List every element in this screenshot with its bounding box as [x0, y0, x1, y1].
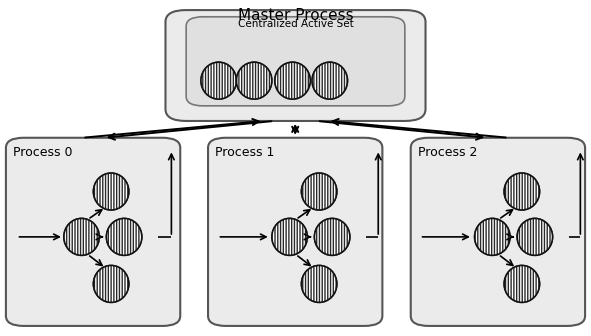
Ellipse shape [517, 218, 553, 255]
Ellipse shape [106, 218, 142, 255]
FancyBboxPatch shape [6, 138, 180, 326]
FancyBboxPatch shape [186, 17, 405, 106]
Ellipse shape [301, 173, 337, 210]
Ellipse shape [504, 265, 540, 302]
Text: Process 0: Process 0 [13, 146, 73, 159]
Text: Process 1: Process 1 [215, 146, 274, 159]
Ellipse shape [275, 62, 310, 99]
Ellipse shape [312, 62, 348, 99]
Text: Master Process: Master Process [238, 8, 353, 24]
Ellipse shape [93, 265, 129, 302]
Ellipse shape [93, 173, 129, 210]
FancyBboxPatch shape [208, 138, 382, 326]
Ellipse shape [475, 218, 510, 255]
Ellipse shape [504, 173, 540, 210]
Ellipse shape [272, 218, 307, 255]
Ellipse shape [314, 218, 350, 255]
Ellipse shape [64, 218, 99, 255]
Ellipse shape [301, 265, 337, 302]
FancyBboxPatch shape [165, 10, 426, 121]
Ellipse shape [201, 62, 236, 99]
Text: Centralized Active Set: Centralized Active Set [238, 19, 353, 30]
FancyBboxPatch shape [411, 138, 585, 326]
Ellipse shape [236, 62, 272, 99]
Text: Process 2: Process 2 [418, 146, 477, 159]
